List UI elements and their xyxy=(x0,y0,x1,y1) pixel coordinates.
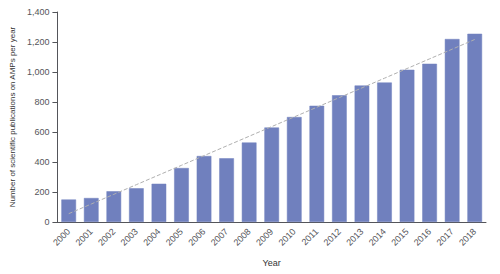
svg-text:2016: 2016 xyxy=(412,226,433,247)
svg-text:2005: 2005 xyxy=(164,226,185,247)
svg-text:1,400: 1,400 xyxy=(27,7,50,17)
svg-text:2017: 2017 xyxy=(434,226,455,247)
svg-text:2009: 2009 xyxy=(254,226,275,247)
svg-text:2012: 2012 xyxy=(322,226,343,247)
svg-text:200: 200 xyxy=(34,187,49,197)
svg-text:2006: 2006 xyxy=(186,226,207,247)
svg-text:2000: 2000 xyxy=(51,226,72,247)
svg-text:1,000: 1,000 xyxy=(27,67,50,77)
svg-text:Number of scientific publicati: Number of scientific publications on AMP… xyxy=(8,26,17,207)
svg-text:2014: 2014 xyxy=(367,226,388,247)
svg-text:2011: 2011 xyxy=(300,226,321,247)
svg-text:2003: 2003 xyxy=(119,226,140,247)
svg-text:2002: 2002 xyxy=(96,226,117,247)
svg-text:1,200: 1,200 xyxy=(27,37,50,47)
svg-text:Year: Year xyxy=(263,258,281,268)
svg-text:2010: 2010 xyxy=(277,226,298,247)
svg-text:2004: 2004 xyxy=(141,226,162,247)
svg-text:2018: 2018 xyxy=(457,226,478,247)
svg-text:400: 400 xyxy=(34,157,49,167)
svg-text:800: 800 xyxy=(34,97,49,107)
svg-text:2013: 2013 xyxy=(344,226,365,247)
svg-text:2015: 2015 xyxy=(389,226,410,247)
svg-text:0: 0 xyxy=(44,217,49,227)
svg-text:2007: 2007 xyxy=(209,226,230,247)
svg-text:600: 600 xyxy=(34,127,49,137)
svg-text:2008: 2008 xyxy=(231,226,252,247)
svg-text:2001: 2001 xyxy=(74,226,95,247)
